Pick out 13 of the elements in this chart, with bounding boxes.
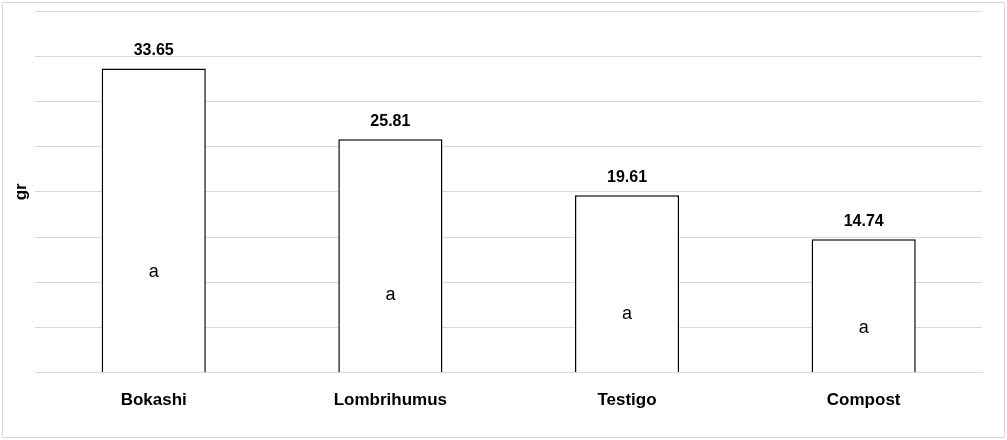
data-label: 33.65 <box>133 40 174 58</box>
data-label: 25.81 <box>370 111 411 129</box>
annotation: a <box>385 284 397 305</box>
annotation: a <box>858 317 870 338</box>
x-tick-label: Compost <box>826 390 901 410</box>
annotation: a <box>622 302 634 323</box>
y-axis-title: gr <box>10 182 30 201</box>
x-tick-label: Testigo <box>597 390 657 410</box>
x-tick-label: Bokashi <box>120 390 187 410</box>
x-tick-label: Lombrihumus <box>333 390 448 410</box>
annotation: a <box>148 260 160 281</box>
data-label: 14.74 <box>843 211 884 229</box>
data-label: 19.61 <box>607 167 648 185</box>
